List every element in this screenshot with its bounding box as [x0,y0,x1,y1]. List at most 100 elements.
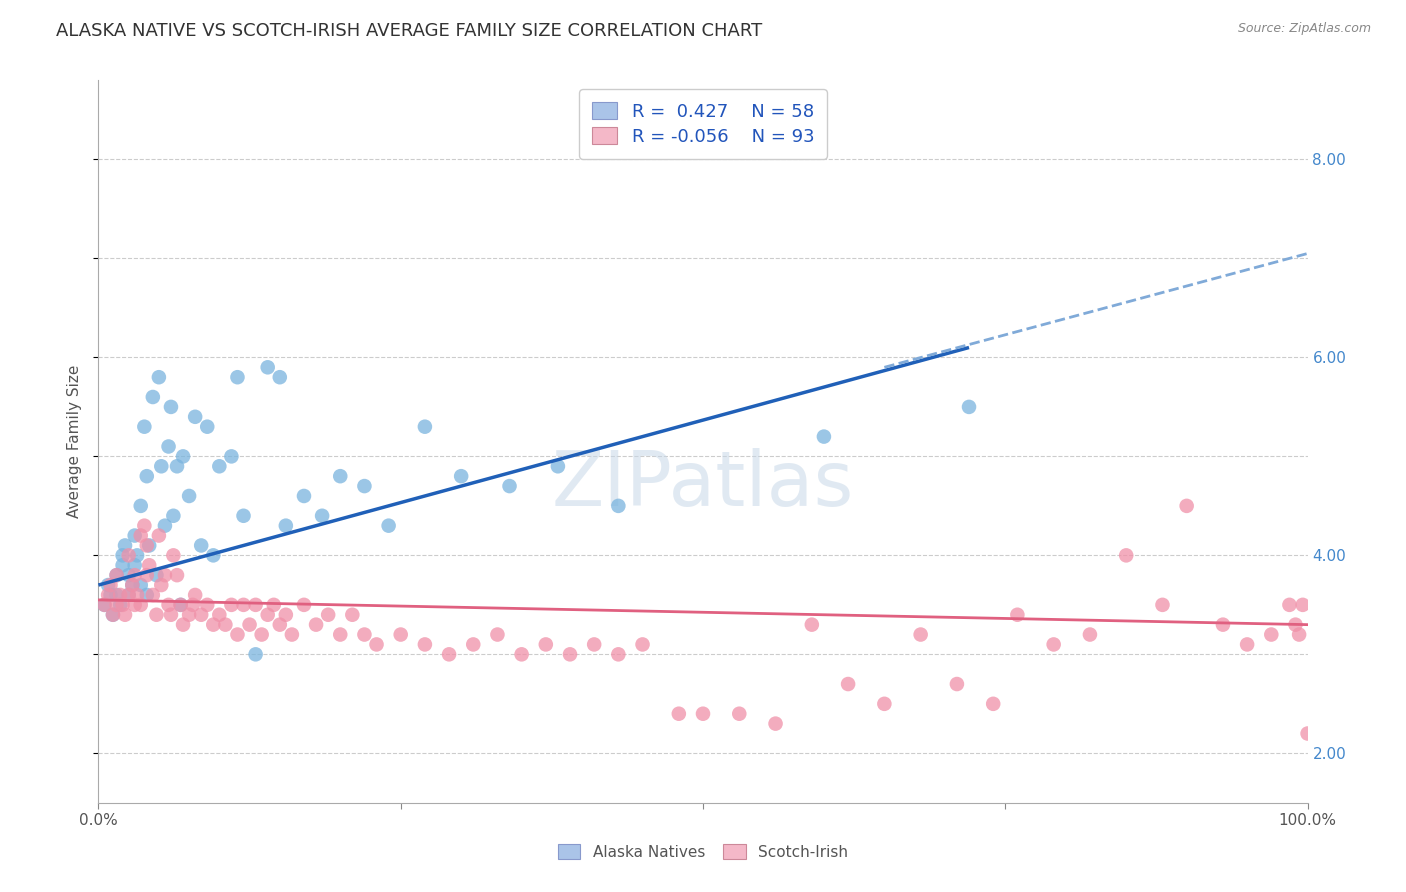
Point [813,429,835,443]
Point [208,459,231,474]
Point [166,568,188,582]
Point [1284,617,1306,632]
Point [111,549,134,563]
Point [160,607,183,622]
Point [329,627,352,641]
Point [316,607,339,622]
Point [105,598,128,612]
Point [1260,627,1282,641]
Point [800,617,823,632]
Point [366,637,388,651]
Legend: Alaska Natives, Scotch-Irish: Alaska Natives, Scotch-Irish [550,837,856,867]
Point [510,648,533,662]
Point [498,479,520,493]
Point [305,617,328,632]
Point [129,528,152,542]
Y-axis label: Average Family Size: Average Family Size [67,365,83,518]
Point [1236,637,1258,651]
Point [134,518,156,533]
Point [413,637,436,651]
Point [256,607,278,622]
Point [202,617,225,632]
Point [692,706,714,721]
Point [184,588,207,602]
Point [169,598,191,612]
Point [208,607,231,622]
Point [97,588,120,602]
Point [148,370,170,384]
Point [179,607,201,622]
Point [129,598,152,612]
Point [179,489,201,503]
Point [292,598,315,612]
Point [160,400,183,414]
Point [105,568,128,582]
Point [118,588,141,602]
Point [162,508,184,523]
Point [129,578,152,592]
Point [910,627,932,641]
Point [202,549,225,563]
Point [583,637,606,651]
Point [353,627,375,641]
Point [157,598,180,612]
Point [135,568,157,582]
Point [148,528,170,542]
Point [114,539,136,553]
Point [728,706,751,721]
Point [245,598,267,612]
Point [157,440,180,454]
Point [631,637,654,651]
Point [105,568,128,582]
Point [127,588,149,602]
Point [281,627,304,641]
Point [1152,598,1174,612]
Point [463,637,485,651]
Point [668,706,690,721]
Point [607,499,630,513]
Point [1042,637,1064,651]
Point [607,648,630,662]
Point [153,568,176,582]
Point [172,617,194,632]
Point [190,539,212,553]
Point [221,450,243,464]
Point [292,489,315,503]
Point [195,419,218,434]
Point [946,677,969,691]
Point [1175,499,1198,513]
Point [558,648,581,662]
Point [121,578,143,592]
Point [169,598,191,612]
Point [135,469,157,483]
Point [135,539,157,553]
Point [1212,617,1234,632]
Point [124,598,146,612]
Point [1278,598,1301,612]
Point [547,459,569,474]
Point [93,598,115,612]
Point [1078,627,1101,641]
Point [145,607,167,622]
Point [97,578,120,592]
Point [329,469,352,483]
Point [121,578,143,592]
Point [124,528,146,542]
Point [134,419,156,434]
Point [214,617,236,632]
Point [389,627,412,641]
Point [437,648,460,662]
Point [311,508,333,523]
Point [181,598,204,612]
Point [105,588,128,602]
Point [114,607,136,622]
Point [221,598,243,612]
Point [118,568,141,582]
Point [274,518,297,533]
Text: ZIPatlas: ZIPatlas [551,448,855,522]
Point [1115,549,1137,563]
Point [100,578,122,592]
Text: ALASKA NATIVE VS SCOTCH-IRISH AVERAGE FAMILY SIZE CORRELATION CHART: ALASKA NATIVE VS SCOTCH-IRISH AVERAGE FA… [56,22,762,40]
Point [142,588,165,602]
Point [138,558,160,573]
